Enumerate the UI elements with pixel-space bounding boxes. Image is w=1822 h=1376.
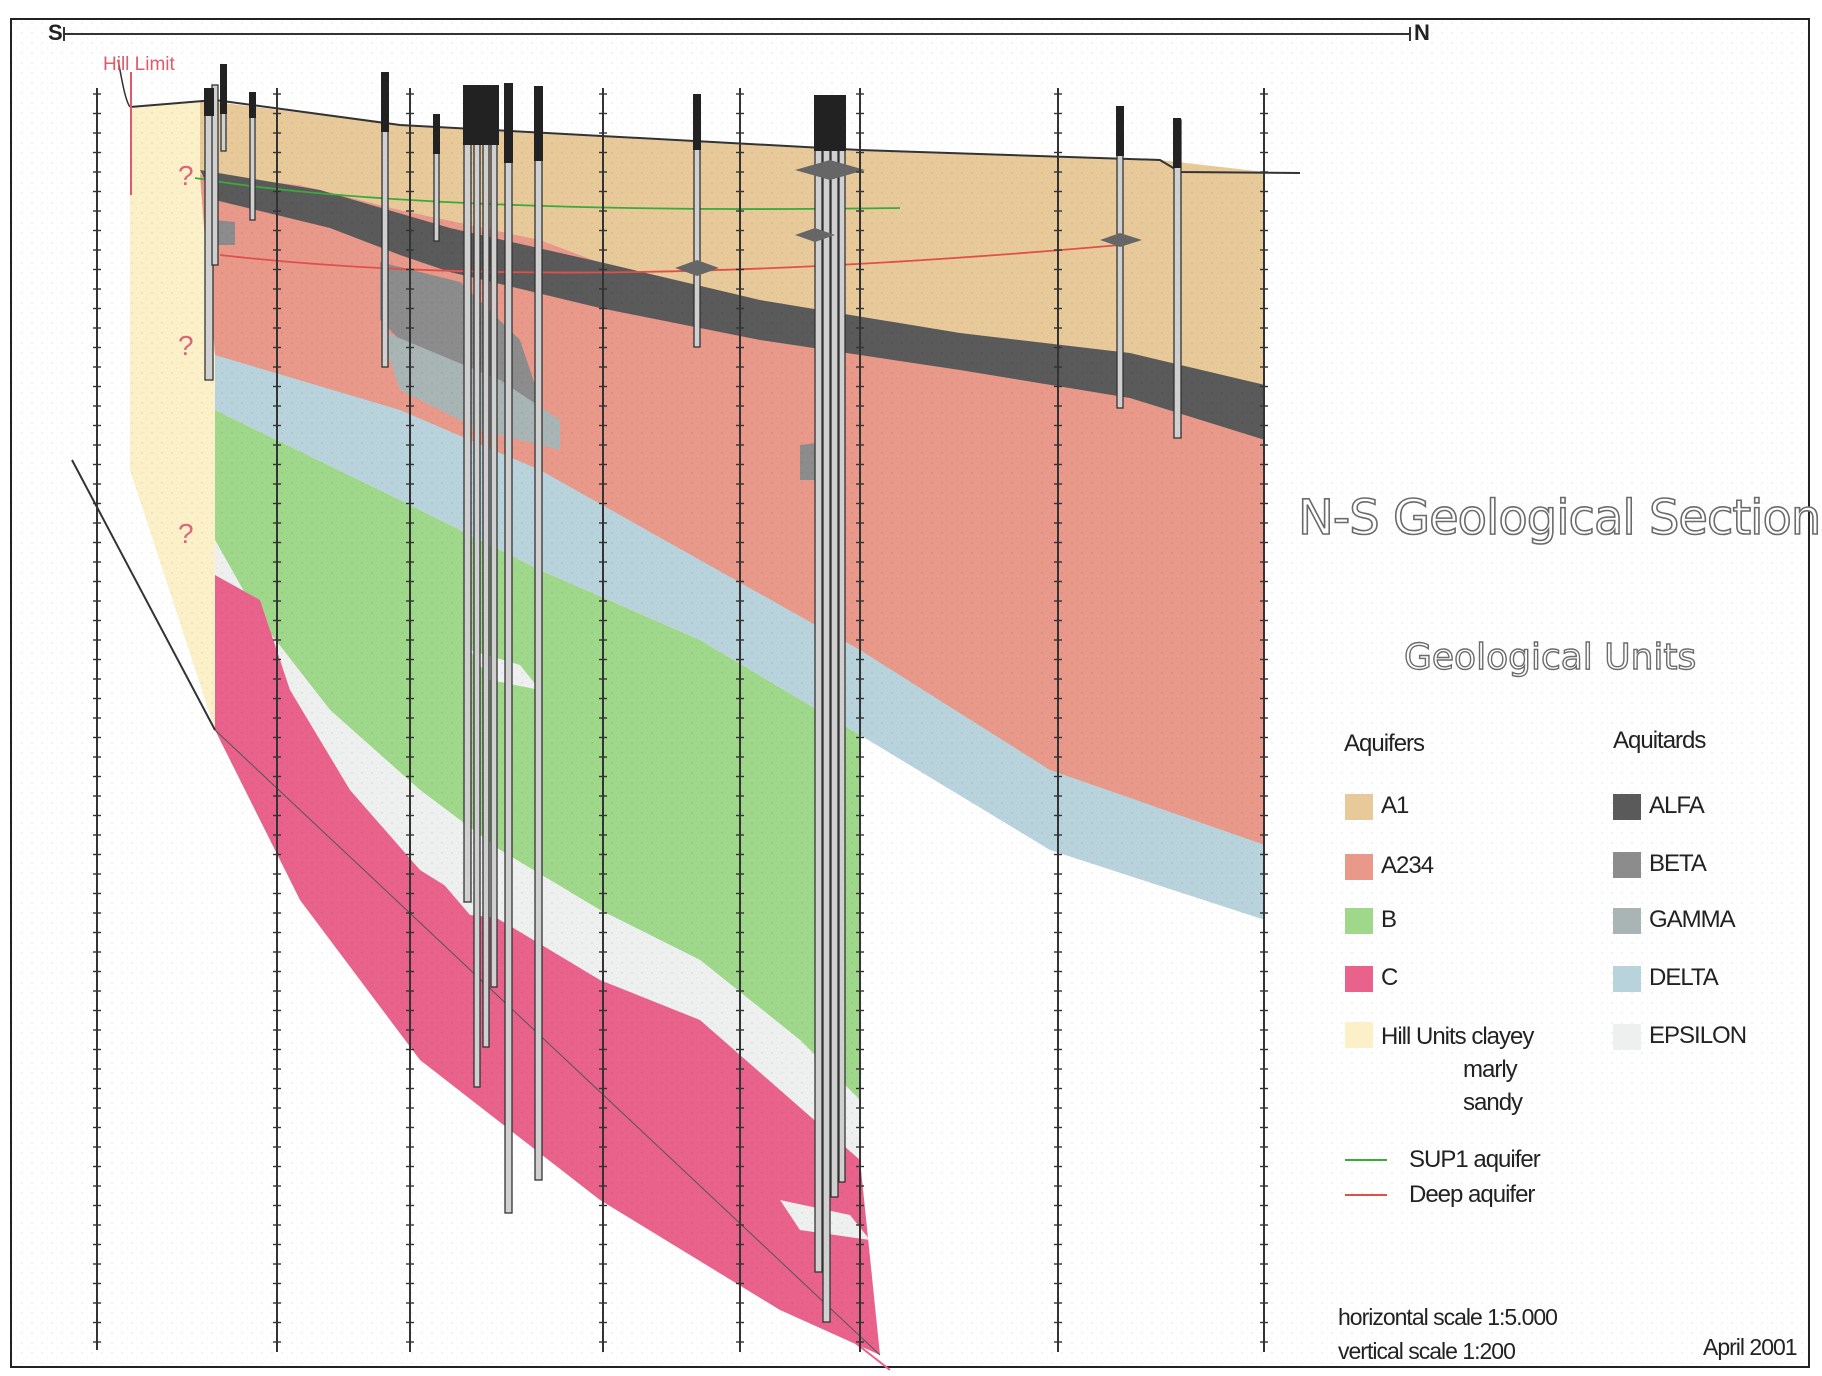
legend-item-c: C <box>1345 964 1398 992</box>
legend-label: sandy <box>1463 1089 1523 1116</box>
well-screens <box>675 160 1142 276</box>
legend-item-a1: A1 <box>1345 792 1409 820</box>
well-top <box>534 86 543 161</box>
well <box>830 96 839 1198</box>
well <box>490 86 498 988</box>
legend-label: ALFA <box>1649 792 1705 819</box>
well <box>504 84 513 1214</box>
legend-label: DELTA <box>1649 964 1719 991</box>
well-top <box>433 114 440 154</box>
legend-label: C <box>1381 964 1398 991</box>
screen-marker <box>795 228 835 242</box>
line-swatch-deep <box>1345 1194 1387 1196</box>
south-label: S <box>48 20 63 45</box>
paper-texture <box>12 20 1808 1366</box>
uncertain-mark: ? <box>178 330 194 361</box>
swatch-a1 <box>1345 794 1373 820</box>
well-top <box>463 85 499 145</box>
legend-label: A1 <box>1381 792 1409 819</box>
well <box>211 84 219 266</box>
swatch-delta <box>1613 966 1641 992</box>
well-tops <box>204 64 1181 168</box>
figure-frame <box>10 18 1810 1368</box>
section-title: N-S Geological Section <box>1297 489 1822 547</box>
well-top <box>220 64 227 114</box>
unit-c-base-line <box>214 729 881 1356</box>
vertical-scale: vertical scale 1:200 <box>1338 1338 1516 1364</box>
well <box>822 96 831 1323</box>
vertical-scale-bars <box>93 88 1268 1352</box>
swatch-hill-units <box>1345 1022 1373 1048</box>
swatch-c <box>1345 966 1373 992</box>
scale-note: horizontal scale 1:5.000 vertical scale … <box>1338 1300 1558 1368</box>
aquifers-heading: Aquifers <box>1344 730 1425 757</box>
uncertain-mark: ? <box>178 518 194 549</box>
legend-label: Hill Units clayey <box>1381 1023 1534 1050</box>
legend-label: A234 <box>1381 852 1434 879</box>
well <box>482 86 490 1048</box>
legend-item-epsilon: EPSILON <box>1613 1022 1747 1050</box>
lower-boundary-line <box>404 989 891 1371</box>
basin-boundary-line <box>71 459 216 731</box>
swatch-beta <box>1613 852 1641 878</box>
legend-item-delta: DELTA <box>1613 964 1719 992</box>
legend-line-deep: Deep aquifer <box>1345 1181 1535 1209</box>
legend-item-b: B <box>1345 906 1397 934</box>
well-top <box>1116 106 1124 156</box>
legend-title: Geological Units <box>1403 636 1697 678</box>
legend-item-alfa: ALFA <box>1613 792 1705 820</box>
legend-line-sup1: SUP1 aquifer <box>1345 1146 1541 1174</box>
line-swatch-sup1 <box>1345 1159 1387 1161</box>
wells <box>204 65 1182 1323</box>
well-top <box>381 72 389 132</box>
well <box>534 87 543 1181</box>
swatch-gamma <box>1613 908 1641 934</box>
well <box>814 96 823 1273</box>
well-top <box>1173 118 1181 168</box>
hill-limit-label: Hill Limit <box>103 54 175 75</box>
legend-label: GAMMA <box>1649 906 1736 933</box>
well-top <box>693 94 701 150</box>
well-top <box>504 83 513 163</box>
legend-label: BETA <box>1649 850 1707 877</box>
legend-item-hill-units: Hill Units clayey marly sandy <box>1345 1020 1534 1119</box>
hill-units-text: Hill Units clayey marly sandy <box>1381 1020 1534 1119</box>
swatch-epsilon <box>1613 1024 1641 1050</box>
screen-marker <box>1100 233 1142 247</box>
well-top <box>204 88 214 116</box>
aquitards-heading: Aquitards <box>1613 727 1706 754</box>
well-top <box>814 95 846 151</box>
screen-marker <box>675 260 719 276</box>
well-top <box>249 92 256 118</box>
legend-label: marly <box>1463 1056 1518 1083</box>
legend-item-a234: A234 <box>1345 852 1434 880</box>
screen-marker <box>795 160 865 180</box>
legend-label: SUP1 aquifer <box>1409 1146 1541 1173</box>
legend-label: B <box>1381 906 1397 933</box>
date-label: April 2001 <box>1703 1334 1798 1360</box>
horizontal-scale: horizontal scale 1:5.000 <box>1338 1304 1558 1330</box>
legend-label: Deep aquifer <box>1409 1181 1535 1208</box>
deep-aquifer-line <box>219 244 1121 274</box>
legend-item-beta: BETA <box>1613 850 1707 878</box>
well <box>473 86 481 1088</box>
north-label: N <box>1414 20 1430 45</box>
swatch-b <box>1345 908 1373 934</box>
hill-profile-line <box>117 59 131 108</box>
well <box>838 96 846 1183</box>
swatch-alfa <box>1613 794 1641 820</box>
swatch-a234 <box>1345 854 1373 880</box>
well <box>463 86 472 903</box>
uncertain-mark: ? <box>178 160 194 191</box>
legend-item-gamma: GAMMA <box>1613 906 1736 934</box>
legend-label: EPSILON <box>1649 1022 1747 1049</box>
